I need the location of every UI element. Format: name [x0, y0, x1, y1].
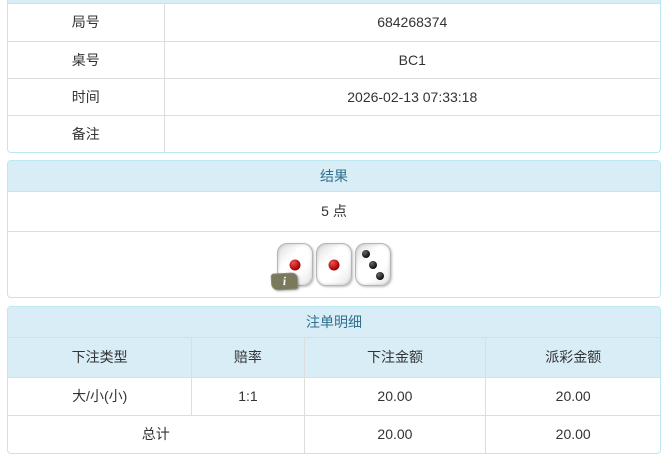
table-row: 局号 684268374: [8, 4, 660, 41]
round-id-value: 684268374: [377, 14, 448, 31]
total-row: 总计 20.00 20.00: [8, 414, 660, 453]
payout-value: 20.00: [555, 388, 591, 404]
col-bet-amount: 下注金额: [304, 338, 487, 378]
bet-detail-panel: 注单明细 下注类型 赔率 下注金额 派彩金额 大/小(小) 1:1 20.00 …: [7, 306, 661, 454]
remark-label: 备注: [8, 114, 165, 152]
remark-value: [164, 114, 660, 152]
table-row: 时间 2026-02-13 07:33:18: [8, 77, 660, 115]
die-pip: [369, 260, 377, 269]
table-id-label: 桌号: [8, 40, 165, 78]
table-row: 大/小(小) 1:1 20.00 20.00: [8, 377, 660, 415]
info-badge-icon[interactable]: i: [270, 272, 299, 291]
die-1-icon: [316, 243, 352, 286]
page: 局号 684268374 桌号 BC1 时间 2026-02-13 07:33:…: [7, 0, 661, 454]
time-label: 时间: [8, 77, 165, 115]
game-info-table: 局号 684268374 桌号 BC1 时间 2026-02-13 07:33:…: [8, 4, 660, 152]
game-info-panel-heading: [8, 0, 660, 4]
total-bet-amount: 20.00: [304, 414, 487, 453]
dice-row: i: [8, 231, 660, 297]
round-id-label: 局号: [8, 4, 165, 41]
die-3-icon: [355, 243, 391, 286]
odds-value: 1:1: [191, 377, 305, 415]
bet-detail-table: 下注类型 赔率 下注金额 派彩金额 大/小(小) 1:1 20.00 20.00…: [8, 338, 660, 453]
bet-detail-panel-title: 注单明细: [8, 307, 660, 338]
result-panel-title: 结果: [8, 161, 660, 192]
game-info-panel: 局号 684268374 桌号 BC1 时间 2026-02-13 07:33:…: [7, 0, 661, 153]
bet-type-value: 大/小(小): [8, 377, 193, 415]
die-pip: [376, 271, 385, 280]
die-pip: [361, 249, 370, 258]
total-payout: 20.00: [485, 414, 660, 453]
col-payout: 派彩金额: [485, 338, 660, 378]
result-points: 5 点: [321, 203, 347, 219]
table-row: 备注: [8, 114, 660, 152]
bet-amount-value: 20.00: [304, 377, 487, 415]
col-bet-type: 下注类型: [8, 338, 193, 378]
total-label: 总计: [8, 414, 305, 453]
die-pip: [289, 259, 301, 271]
table-header-row: 下注类型 赔率 下注金额 派彩金额: [8, 338, 660, 378]
col-odds: 赔率: [191, 338, 305, 378]
result-panel: 结果 5 点 i: [7, 160, 661, 298]
die-pip: [328, 259, 340, 271]
table-row: 桌号 BC1: [8, 40, 660, 78]
time-value: 2026-02-13 07:33:18: [164, 77, 660, 115]
dice-group: i: [270, 243, 391, 291]
table-id-value: BC1: [164, 40, 660, 78]
